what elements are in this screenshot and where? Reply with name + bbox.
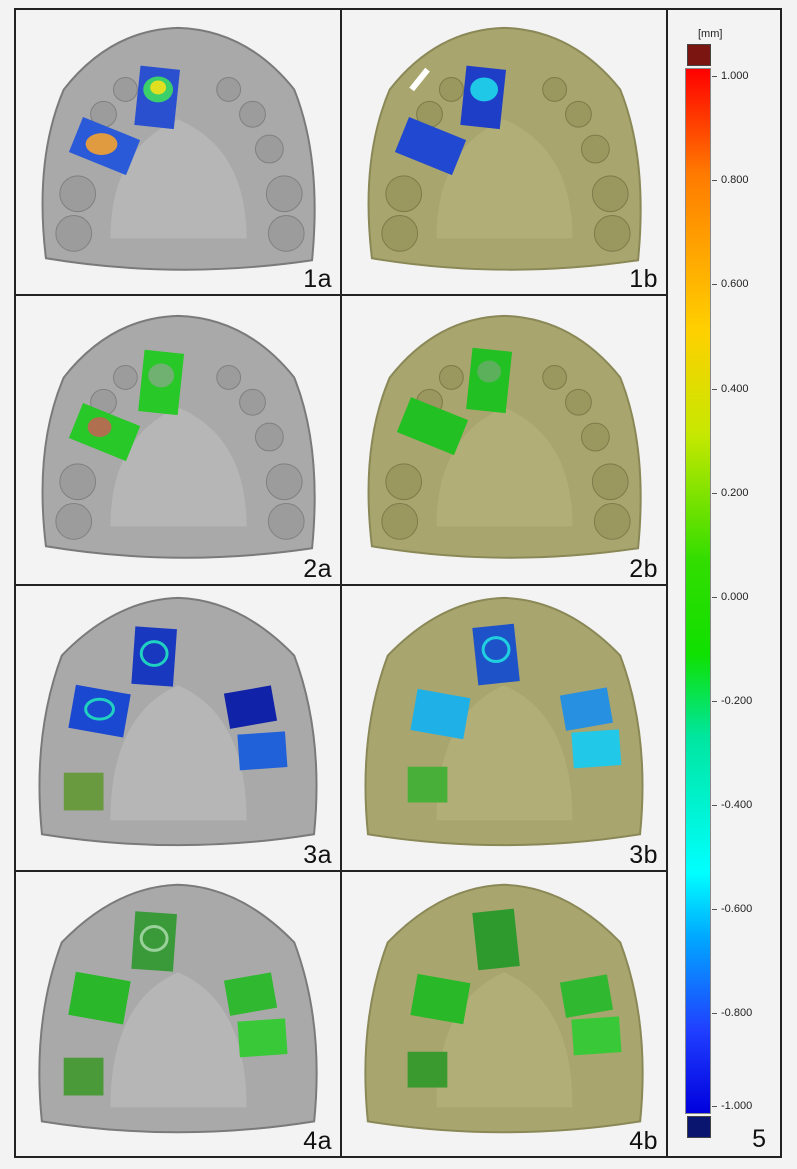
panel-1b: 1b (342, 10, 668, 296)
scale-tick: 0.400 (712, 383, 749, 395)
scale-tick: 0.200 (712, 487, 749, 499)
panel-label: 4b (629, 1127, 658, 1155)
panel-3a: 3a (16, 586, 342, 872)
figure-frame: 1a 1b 2a (14, 8, 782, 1158)
dental-model-olive (364, 596, 644, 847)
dental-model-olive (367, 26, 642, 271)
below-range-swatch (687, 1116, 711, 1138)
scale-tick: -0.200 (712, 695, 752, 707)
scale-tick: -0.600 (712, 903, 752, 915)
scale-tick: -0.400 (712, 799, 752, 811)
scale-tick: 0.600 (712, 278, 749, 290)
panel-label: 4a (303, 1127, 332, 1155)
scale-tick: 1.000 (712, 70, 749, 82)
panel-label: 1b (629, 265, 658, 293)
scale-tick: 0.000 (712, 591, 749, 603)
scale-panel-number: 5 (752, 1125, 766, 1153)
scale-tick: -0.800 (712, 1007, 752, 1019)
panel-label: 2b (629, 555, 658, 583)
panel-2a: 2a (16, 296, 342, 586)
above-range-swatch (687, 44, 711, 66)
scale-tick: -1.000 (712, 1100, 752, 1112)
panel-4a: 4a (16, 872, 342, 1156)
panel-label: 3a (303, 841, 332, 869)
color-gradient-bar (685, 68, 711, 1114)
panel-label: 3b (629, 841, 658, 869)
dental-model-gray (38, 883, 318, 1134)
panel-label: 1a (303, 265, 332, 293)
dental-model-olive (364, 883, 644, 1134)
panel-3b: 3b (342, 586, 668, 872)
panel-2b: 2b (342, 296, 668, 586)
dental-model-gray (38, 596, 318, 847)
panel-4b: 4b (342, 872, 668, 1156)
panel-1a: 1a (16, 10, 342, 296)
panel-label: 2a (303, 555, 332, 583)
dental-model-olive (367, 314, 642, 559)
dental-model-gray (41, 314, 316, 559)
color-scale: [mm] 1.000 0.800 0.600 0.400 0.200 0.000… (668, 10, 780, 1156)
dental-model-gray (41, 26, 316, 271)
scale-tick: 0.800 (712, 174, 749, 186)
scale-unit: [mm] (698, 28, 723, 40)
